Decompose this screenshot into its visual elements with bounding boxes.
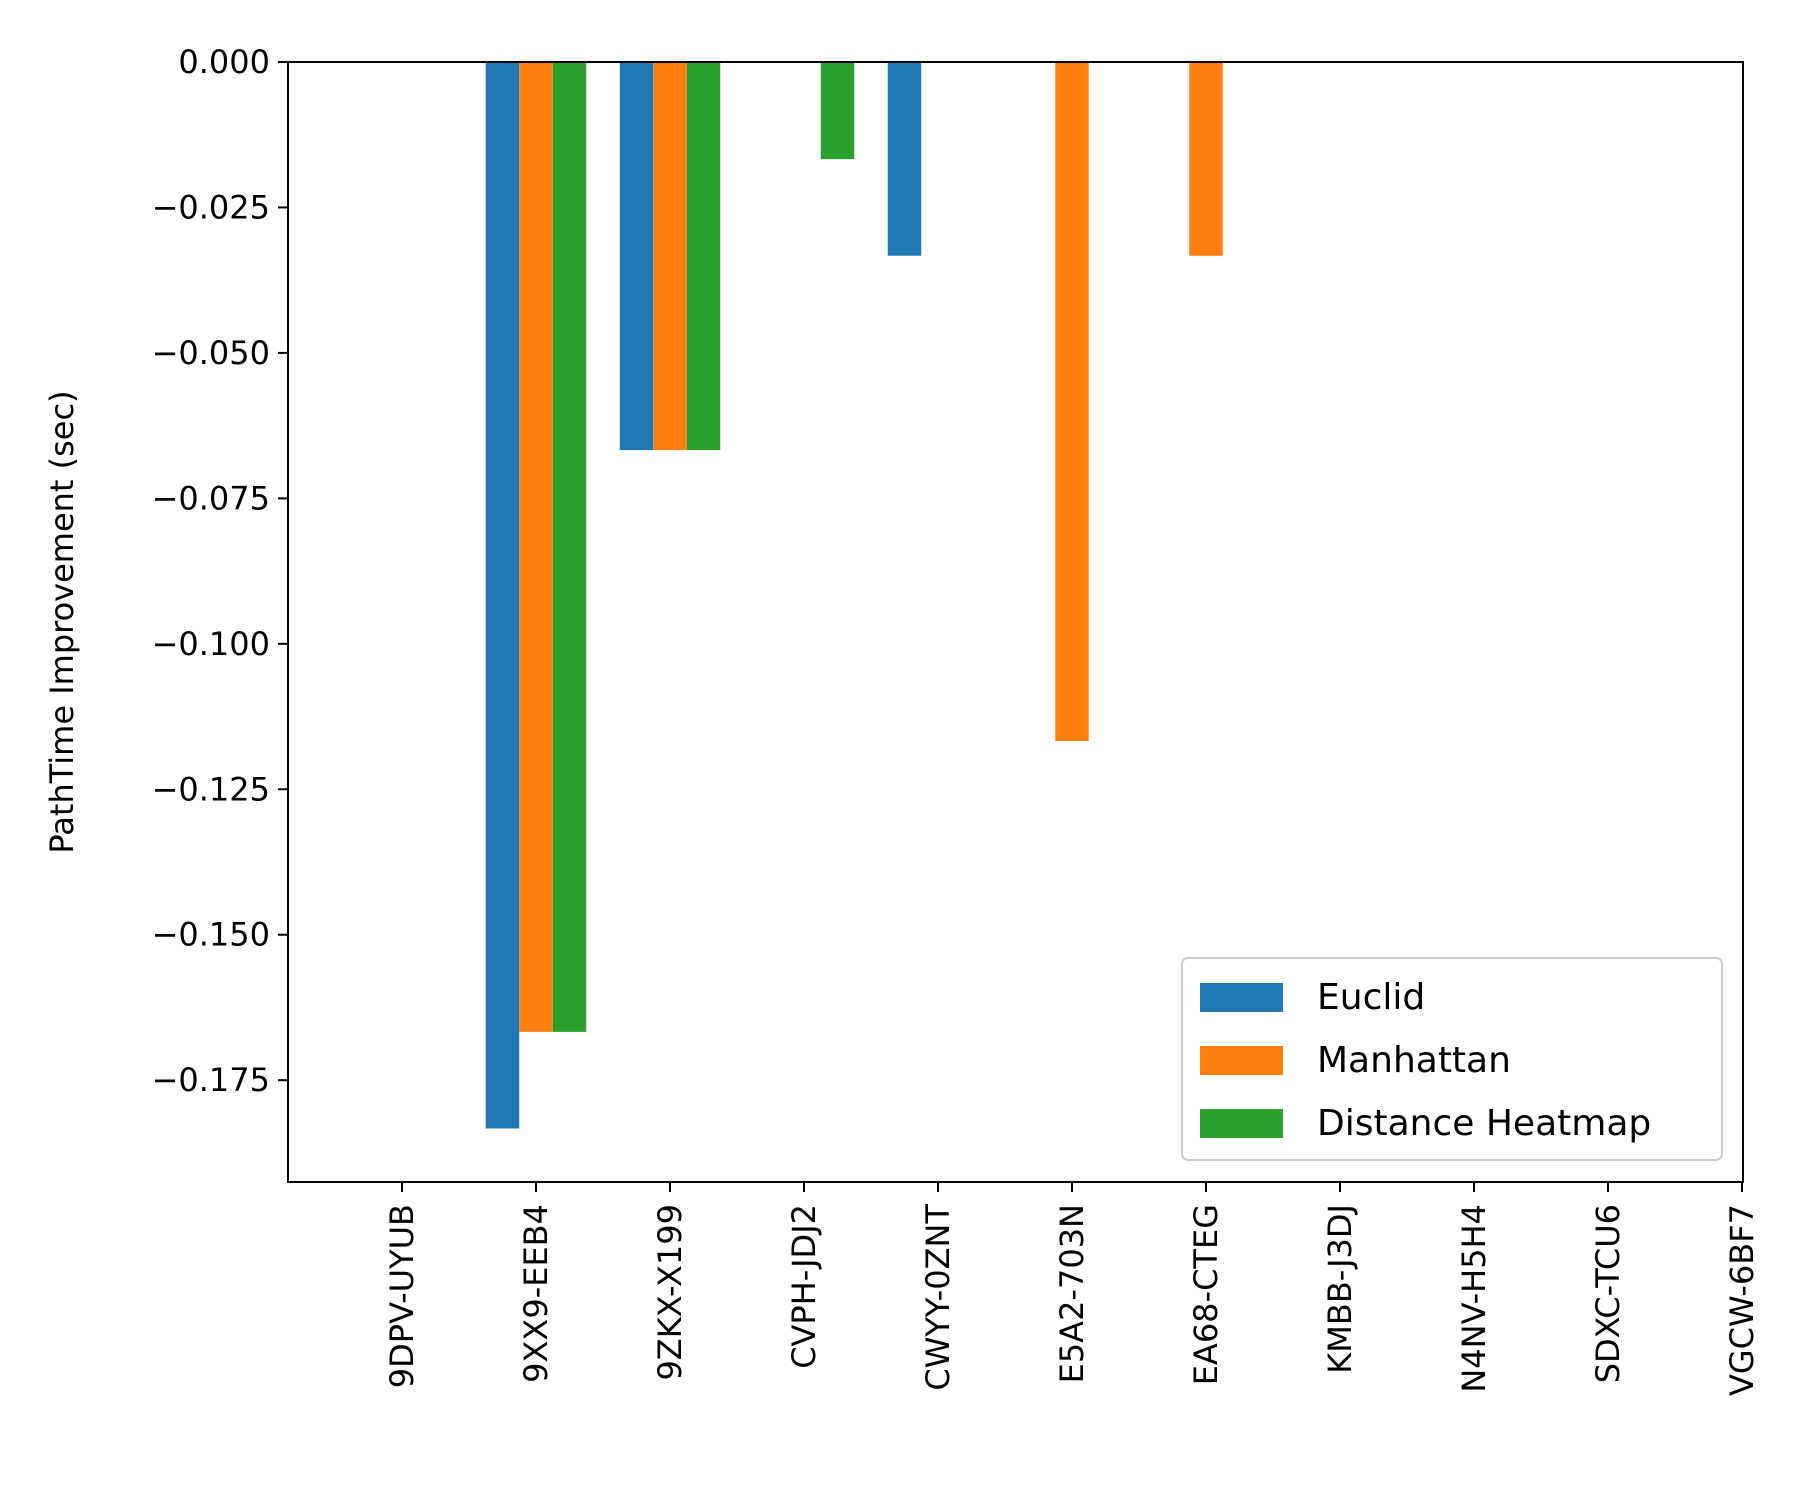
bar-distance-heatmap-9xx9-eeb4	[552, 62, 587, 1032]
y-tick-label: −0.125	[152, 770, 270, 808]
legend: Euclid Manhattan Distance Heatmap	[1181, 957, 1723, 1161]
x-tick-label: EA68-CTEG	[1187, 1204, 1225, 1385]
x-tick-label: SDXC-TCU6	[1589, 1204, 1627, 1383]
bars-group	[485, 62, 1223, 1129]
x-tick-label: 9DPV-UYUB	[383, 1204, 421, 1388]
y-axis-label: PathTime Improvement (sec)	[43, 390, 81, 853]
bar-manhattan-9zkx-x199	[653, 62, 687, 451]
x-tick-label: E5A2-703N	[1053, 1204, 1091, 1383]
x-tick-label: KMBB-J3DJ	[1321, 1204, 1359, 1374]
axes-group: 0.000 −0.025 −0.050 −0.075 −0.100 −0.125 −0.15…	[43, 43, 1761, 1396]
x-tick-label: CWYY-0ZNT	[919, 1204, 957, 1391]
legend-box	[1181, 957, 1723, 1161]
bar-manhattan-e5a2-703n	[1055, 62, 1089, 741]
bar-distance-heatmap-cvph-jdj2	[820, 62, 855, 160]
y-tick-label: 0.000	[178, 43, 270, 81]
x-tick-label: 9XX9-EEB4	[517, 1204, 555, 1383]
x-tick-label: 9ZKX-X199	[651, 1204, 689, 1381]
y-tick-label: −0.025	[152, 188, 270, 226]
bar-manhattan-9xx9-eeb4	[519, 62, 553, 1032]
bar-euclid-9zkx-x199	[619, 62, 654, 451]
x-tick-label: N4NV-H5H4	[1455, 1204, 1493, 1393]
y-tick-label: −0.050	[152, 334, 270, 372]
x-tick-label: VGCW-6BF7	[1723, 1204, 1761, 1396]
bar-manhattan-ea68-cteg	[1189, 62, 1223, 256]
legend-swatch-distance-heatmap	[1200, 1109, 1283, 1138]
plot-frame	[287, 61, 1744, 1183]
y-tick-label: −0.100	[152, 625, 270, 663]
bar-distance-heatmap-9zkx-x199	[686, 62, 721, 451]
y-tick-label: −0.150	[152, 916, 270, 954]
x-tick-label: CVPH-JDJ2	[785, 1204, 823, 1369]
bar-euclid-cwyy-0znt	[887, 62, 922, 256]
legend-swatch-euclid	[1200, 983, 1283, 1012]
bar-euclid-9xx9-eeb4	[485, 62, 520, 1129]
legend-swatch-manhattan	[1200, 1046, 1283, 1075]
legend-label: Manhattan	[1317, 1040, 1511, 1081]
legend-label: Distance Heatmap	[1317, 1103, 1651, 1144]
y-tick-label: −0.175	[152, 1061, 270, 1099]
legend-label: Euclid	[1317, 977, 1425, 1018]
y-tick-label: −0.075	[152, 479, 270, 517]
